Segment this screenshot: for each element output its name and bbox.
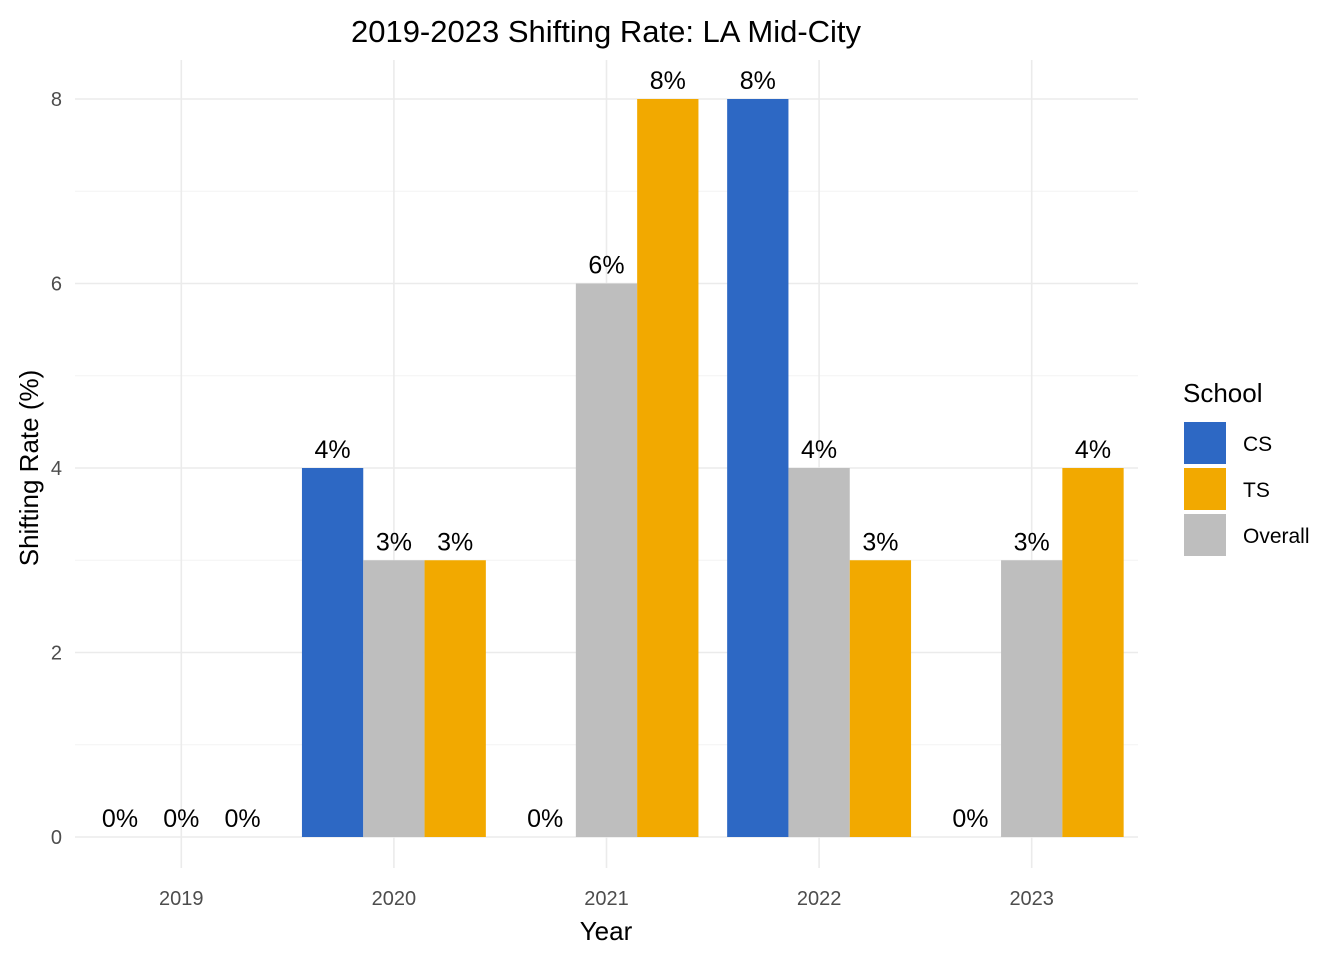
bar-overall-2020 <box>363 560 425 837</box>
y-tick-label: 6 <box>51 274 62 296</box>
legend: School CS TS Overall <box>1183 378 1310 556</box>
legend-key-ts <box>1184 468 1226 510</box>
x-axis-title: Year <box>580 916 633 946</box>
value-label-overall-2021: 6% <box>588 252 624 280</box>
legend-key-overall <box>1184 514 1226 556</box>
x-tick-label: 2022 <box>797 888 842 910</box>
bar-cs-2022 <box>727 99 789 837</box>
value-label-ts-2021: 8% <box>650 67 686 95</box>
value-label-cs-2019: 0% <box>102 805 138 833</box>
axes: 0 2 4 6 8 2019 2020 2021 2022 2023 <box>51 89 1054 910</box>
y-tick-label: 2 <box>51 643 62 665</box>
value-label-ts-2019: 0% <box>225 805 261 833</box>
value-label-cs-2021: 0% <box>527 805 563 833</box>
value-label-cs-2020: 4% <box>315 436 351 464</box>
bar-cs-2020 <box>301 468 364 837</box>
bar-ts-2020 <box>424 560 486 837</box>
x-tick-label: 2020 <box>372 888 417 910</box>
bar-overall-2022 <box>788 468 850 837</box>
x-tick-label: 2019 <box>159 888 204 910</box>
x-tick-label: 2023 <box>1009 888 1054 910</box>
value-label-ts-2020: 3% <box>437 528 473 556</box>
value-label-ts-2023: 4% <box>1075 436 1111 464</box>
value-label-overall-2019: 0% <box>163 805 199 833</box>
legend-key-cs <box>1184 422 1226 464</box>
value-label-overall-2022: 4% <box>801 436 837 464</box>
y-tick-label: 0 <box>51 827 62 849</box>
legend-label-ts: TS <box>1243 479 1270 502</box>
bar-ts-2022 <box>849 560 912 837</box>
bar-overall-2021 <box>575 283 638 837</box>
value-label-cs-2022: 8% <box>740 67 776 95</box>
bar-ts-2023 <box>1062 468 1124 837</box>
legend-label-cs: CS <box>1243 433 1272 456</box>
legend-label-overall: Overall <box>1243 525 1310 548</box>
bar-ts-2021 <box>637 99 699 837</box>
data-labels: 0% 4% 0% 8% 0% 0% 3% 6% 4% 3% 0% 3% 8% 3% 4% <box>102 67 1111 833</box>
x-tick-label: 2021 <box>584 888 629 910</box>
value-label-overall-2023: 3% <box>1014 528 1050 556</box>
chart-title: 2019-2023 Shifting Rate: LA Mid-City <box>351 14 862 49</box>
y-axis-title: Shifting Rate (%) <box>14 370 44 567</box>
y-tick-label: 4 <box>51 458 62 480</box>
y-tick-label: 8 <box>51 89 62 111</box>
bar-overall-2023 <box>1001 560 1063 837</box>
value-label-cs-2023: 0% <box>952 805 988 833</box>
legend-title: School <box>1183 378 1263 408</box>
value-label-overall-2020: 3% <box>376 528 412 556</box>
value-label-ts-2022: 3% <box>862 528 898 556</box>
bars <box>301 99 1124 837</box>
